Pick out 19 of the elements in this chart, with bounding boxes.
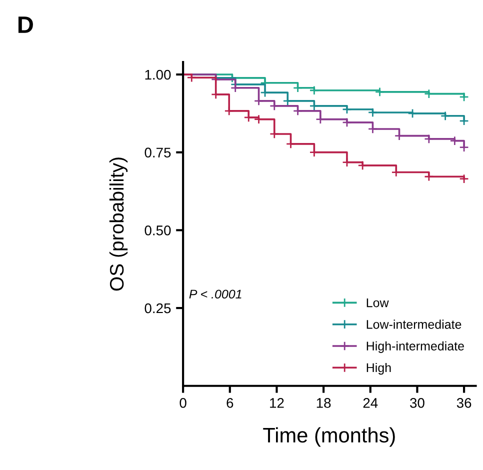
legend-label: Low-intermediate	[366, 320, 462, 329]
x-tick-label: 30	[410, 398, 424, 408]
y-tick-label: 0.50	[144, 226, 171, 236]
x-axis-title: Time (months)	[263, 427, 395, 447]
y-axis-title: OS (probability)	[109, 158, 128, 291]
legend-label: Low	[366, 298, 389, 308]
annotation: P < .0001	[189, 290, 242, 299]
x-tick-label: 6	[226, 398, 234, 408]
x-tick-label: 0	[180, 398, 186, 408]
x-tick-label: 12	[270, 398, 284, 408]
legend-label: High	[366, 362, 391, 375]
x-tick-label: 24	[363, 398, 378, 408]
x-tick-label: 36	[456, 398, 472, 408]
legend-label: High-intermediate	[366, 341, 464, 353]
chart-title: D	[18, 16, 33, 33]
x-tick-label: 18	[316, 398, 331, 408]
y-tick-label: 0.75	[144, 148, 171, 158]
y-tick-label: 0.25	[144, 303, 171, 314]
y-tick-label: 1.00	[145, 70, 171, 80]
